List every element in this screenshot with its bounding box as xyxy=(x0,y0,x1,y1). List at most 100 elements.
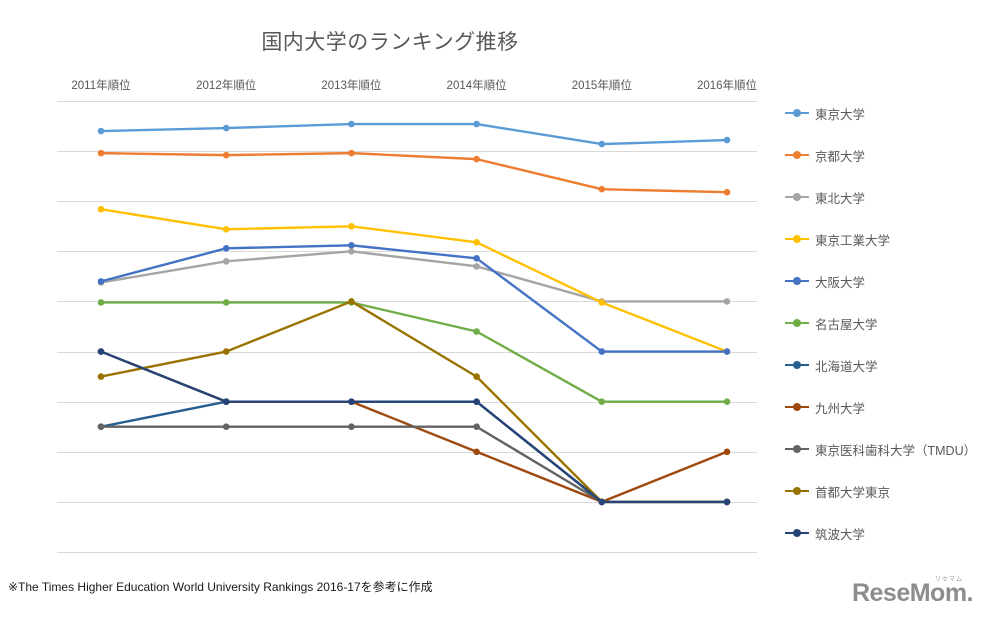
series-大阪大学 xyxy=(97,242,731,355)
data-point xyxy=(222,245,230,252)
chart-legend: 東京大学京都大学東北大学東京工業大学 大阪大学名古屋大学北海道大学九州大学東京医科… xyxy=(785,92,985,554)
legend-label: 名古屋大学 xyxy=(815,317,878,332)
data-point xyxy=(348,149,355,157)
data-point xyxy=(222,299,230,306)
legend-item-筑波大学[interactable]: 筑波大学 xyxy=(785,512,985,554)
data-point xyxy=(598,498,606,506)
series-line xyxy=(99,250,729,303)
resemom-logo: リセマム ReseMom. xyxy=(851,574,974,607)
legend-swatch-icon xyxy=(785,148,809,162)
x-tick-label: 2014年順位 xyxy=(446,80,507,92)
data-point xyxy=(97,423,105,431)
series-line xyxy=(99,350,729,504)
logo-wordmark: ReseMom. xyxy=(851,579,974,607)
series-line xyxy=(99,400,729,504)
gridline xyxy=(57,201,757,203)
legend-item-首都大学東京[interactable]: 首都大学東京 xyxy=(785,470,985,512)
data-point xyxy=(473,448,480,456)
logo-word: ReseMom xyxy=(851,579,967,607)
data-point xyxy=(348,423,355,431)
data-point xyxy=(348,222,355,230)
data-point xyxy=(473,255,480,262)
data-point xyxy=(598,185,606,193)
data-point xyxy=(348,120,355,128)
legend-label: 東北大学 xyxy=(815,191,866,206)
data-point xyxy=(723,498,731,506)
chart-title: 国内大学のランキング推移 xyxy=(261,31,519,54)
series-line xyxy=(99,122,729,146)
gridline xyxy=(57,351,757,353)
legend-label: 九州大学 xyxy=(815,401,866,416)
data-point xyxy=(222,423,230,431)
legend-item-大阪大学[interactable]: 大阪大学 xyxy=(785,260,985,302)
legend-item-東北大学[interactable]: 東北大学 xyxy=(785,176,985,218)
legend-swatch-icon xyxy=(785,106,809,120)
data-point xyxy=(97,348,105,355)
data-point xyxy=(473,423,480,431)
data-point xyxy=(348,398,355,405)
data-point xyxy=(598,398,606,405)
data-point xyxy=(222,124,230,132)
data-point xyxy=(723,136,731,144)
legend-swatch-icon xyxy=(785,442,809,456)
gridline xyxy=(57,552,757,553)
data-point xyxy=(97,278,105,285)
legend-swatch-icon xyxy=(785,232,809,246)
data-point xyxy=(598,348,606,355)
data-point xyxy=(348,242,355,249)
plot-area: 050100150200250300350400450 2011年順位2012年… xyxy=(57,80,757,553)
legend-item-東京大学[interactable]: 東京大学 xyxy=(785,92,985,134)
legend-swatch-icon xyxy=(785,274,809,288)
series-line xyxy=(99,244,729,353)
legend-swatch-icon xyxy=(785,400,809,414)
source-footnote: ※The Times Higher Education World Univer… xyxy=(8,580,433,594)
series-東京工業大学 xyxy=(97,205,731,355)
series-筑波大学 xyxy=(97,348,731,506)
data-point xyxy=(473,239,480,246)
series-line xyxy=(99,151,729,194)
series-京都大学 xyxy=(97,149,731,196)
data-point xyxy=(473,373,480,380)
legend-label: 北海道大学 xyxy=(815,359,878,374)
data-point xyxy=(97,205,105,213)
data-point xyxy=(348,248,355,255)
data-point xyxy=(723,448,731,456)
data-point xyxy=(473,398,480,405)
gridline xyxy=(57,151,757,153)
legend-item-北海道大学[interactable]: 北海道大学 xyxy=(785,344,985,386)
legend-item-京都大学[interactable]: 京都大学 xyxy=(785,134,985,176)
gridline xyxy=(57,301,757,303)
data-point xyxy=(473,263,480,270)
data-point xyxy=(723,398,731,405)
x-tick-label: 2015年順位 xyxy=(571,80,632,92)
data-point xyxy=(97,299,105,306)
data-point xyxy=(348,298,355,305)
data-point xyxy=(222,151,230,159)
legend-label: 首都大学東京 xyxy=(815,485,891,500)
data-point xyxy=(598,140,606,148)
series-line xyxy=(99,208,729,353)
legend-swatch-icon xyxy=(785,358,809,372)
legend-item-東京医科歯科大学（TMDU）[interactable]: 東京医科歯科大学（TMDU） xyxy=(785,428,985,470)
legend-swatch-icon xyxy=(785,484,809,498)
series-名古屋大学 xyxy=(97,299,731,405)
data-point xyxy=(222,225,230,233)
data-point xyxy=(222,258,230,265)
data-point xyxy=(723,348,731,355)
x-tick-label: 2016年順位 xyxy=(696,80,758,92)
x-tick-label: 2011年順位 xyxy=(71,80,131,92)
series-東京大学 xyxy=(97,120,731,148)
legend-label: 大阪大学 xyxy=(815,275,866,290)
data-point xyxy=(473,120,480,128)
legend-item-東京工業大学[interactable]: 東京工業大学 xyxy=(785,218,985,260)
logo-ruby-text: リセマム xyxy=(934,577,963,583)
legend-label: 筑波大学 xyxy=(815,527,866,542)
data-point xyxy=(723,298,731,305)
series-東京医科歯科大学（TMDU） xyxy=(97,423,731,506)
legend-item-名古屋大学[interactable]: 名古屋大学 xyxy=(785,302,985,344)
legend-item-九州大学[interactable]: 九州大学 xyxy=(785,386,985,428)
legend-label: 京都大学 xyxy=(815,149,866,164)
data-point xyxy=(473,328,480,335)
legend-label: 東京工業大学 xyxy=(815,233,891,248)
